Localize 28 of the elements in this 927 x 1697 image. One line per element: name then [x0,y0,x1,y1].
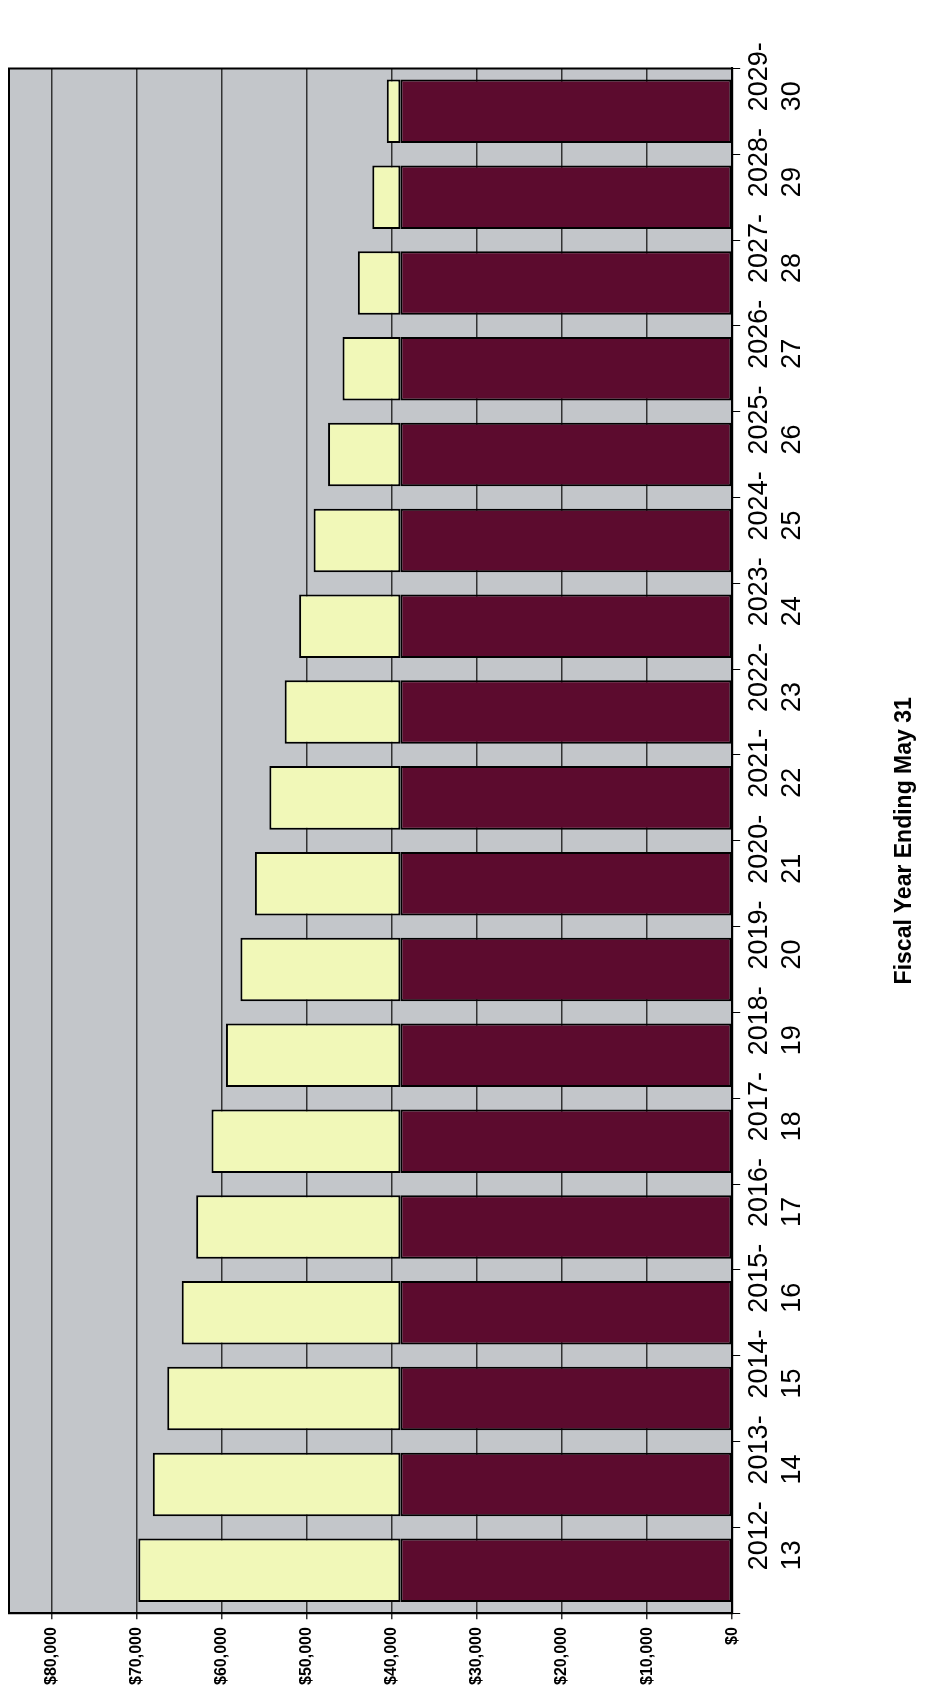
y-tick-label: 2020-21 [743,814,806,884]
x-tick-label: $70,000 [127,1627,145,1686]
y-tick-label: 2014-15 [743,1329,806,1399]
y-tick-label: 2012-13 [743,1501,806,1571]
x-tick-label: $80,000 [41,1627,59,1686]
y-tick-label: 2029-30 [743,42,806,112]
y-tick-label: 2013-14 [743,1415,806,1485]
y-tick-label: 2025-26 [743,385,806,455]
y-tick-label: 2022-23 [743,642,806,713]
x-tick-label: $30,000 [467,1627,485,1686]
y-tick-label: 2026-27 [743,299,806,369]
y-tick-label: 2017-18 [743,1072,806,1142]
y-tick-label: 2024-25 [743,471,806,541]
x-tick-label: $50,000 [297,1627,315,1686]
x-tick-label: $20,000 [552,1627,570,1686]
x-tick-label: $40,000 [382,1627,400,1686]
x-tick-label: $10,000 [637,1627,655,1686]
y-tick-label: 2019-20 [743,900,806,970]
x-tick-label: $0 [722,1627,740,1645]
y-tick-label: 2023-24 [743,557,806,627]
y-tick-label: 2028-29 [743,128,806,198]
x-tick-label: $60,000 [212,1627,230,1686]
y-tick-label: 2027-28 [743,213,806,283]
y-tick-label: 2016-17 [743,1157,806,1227]
y-tick-label: 2018-19 [743,986,806,1056]
y-tick-label: 2021-22 [743,728,806,798]
y-tick-label: 2015-16 [743,1243,806,1313]
y-axis-title: Fiscal Year Ending May 31 [890,696,917,985]
